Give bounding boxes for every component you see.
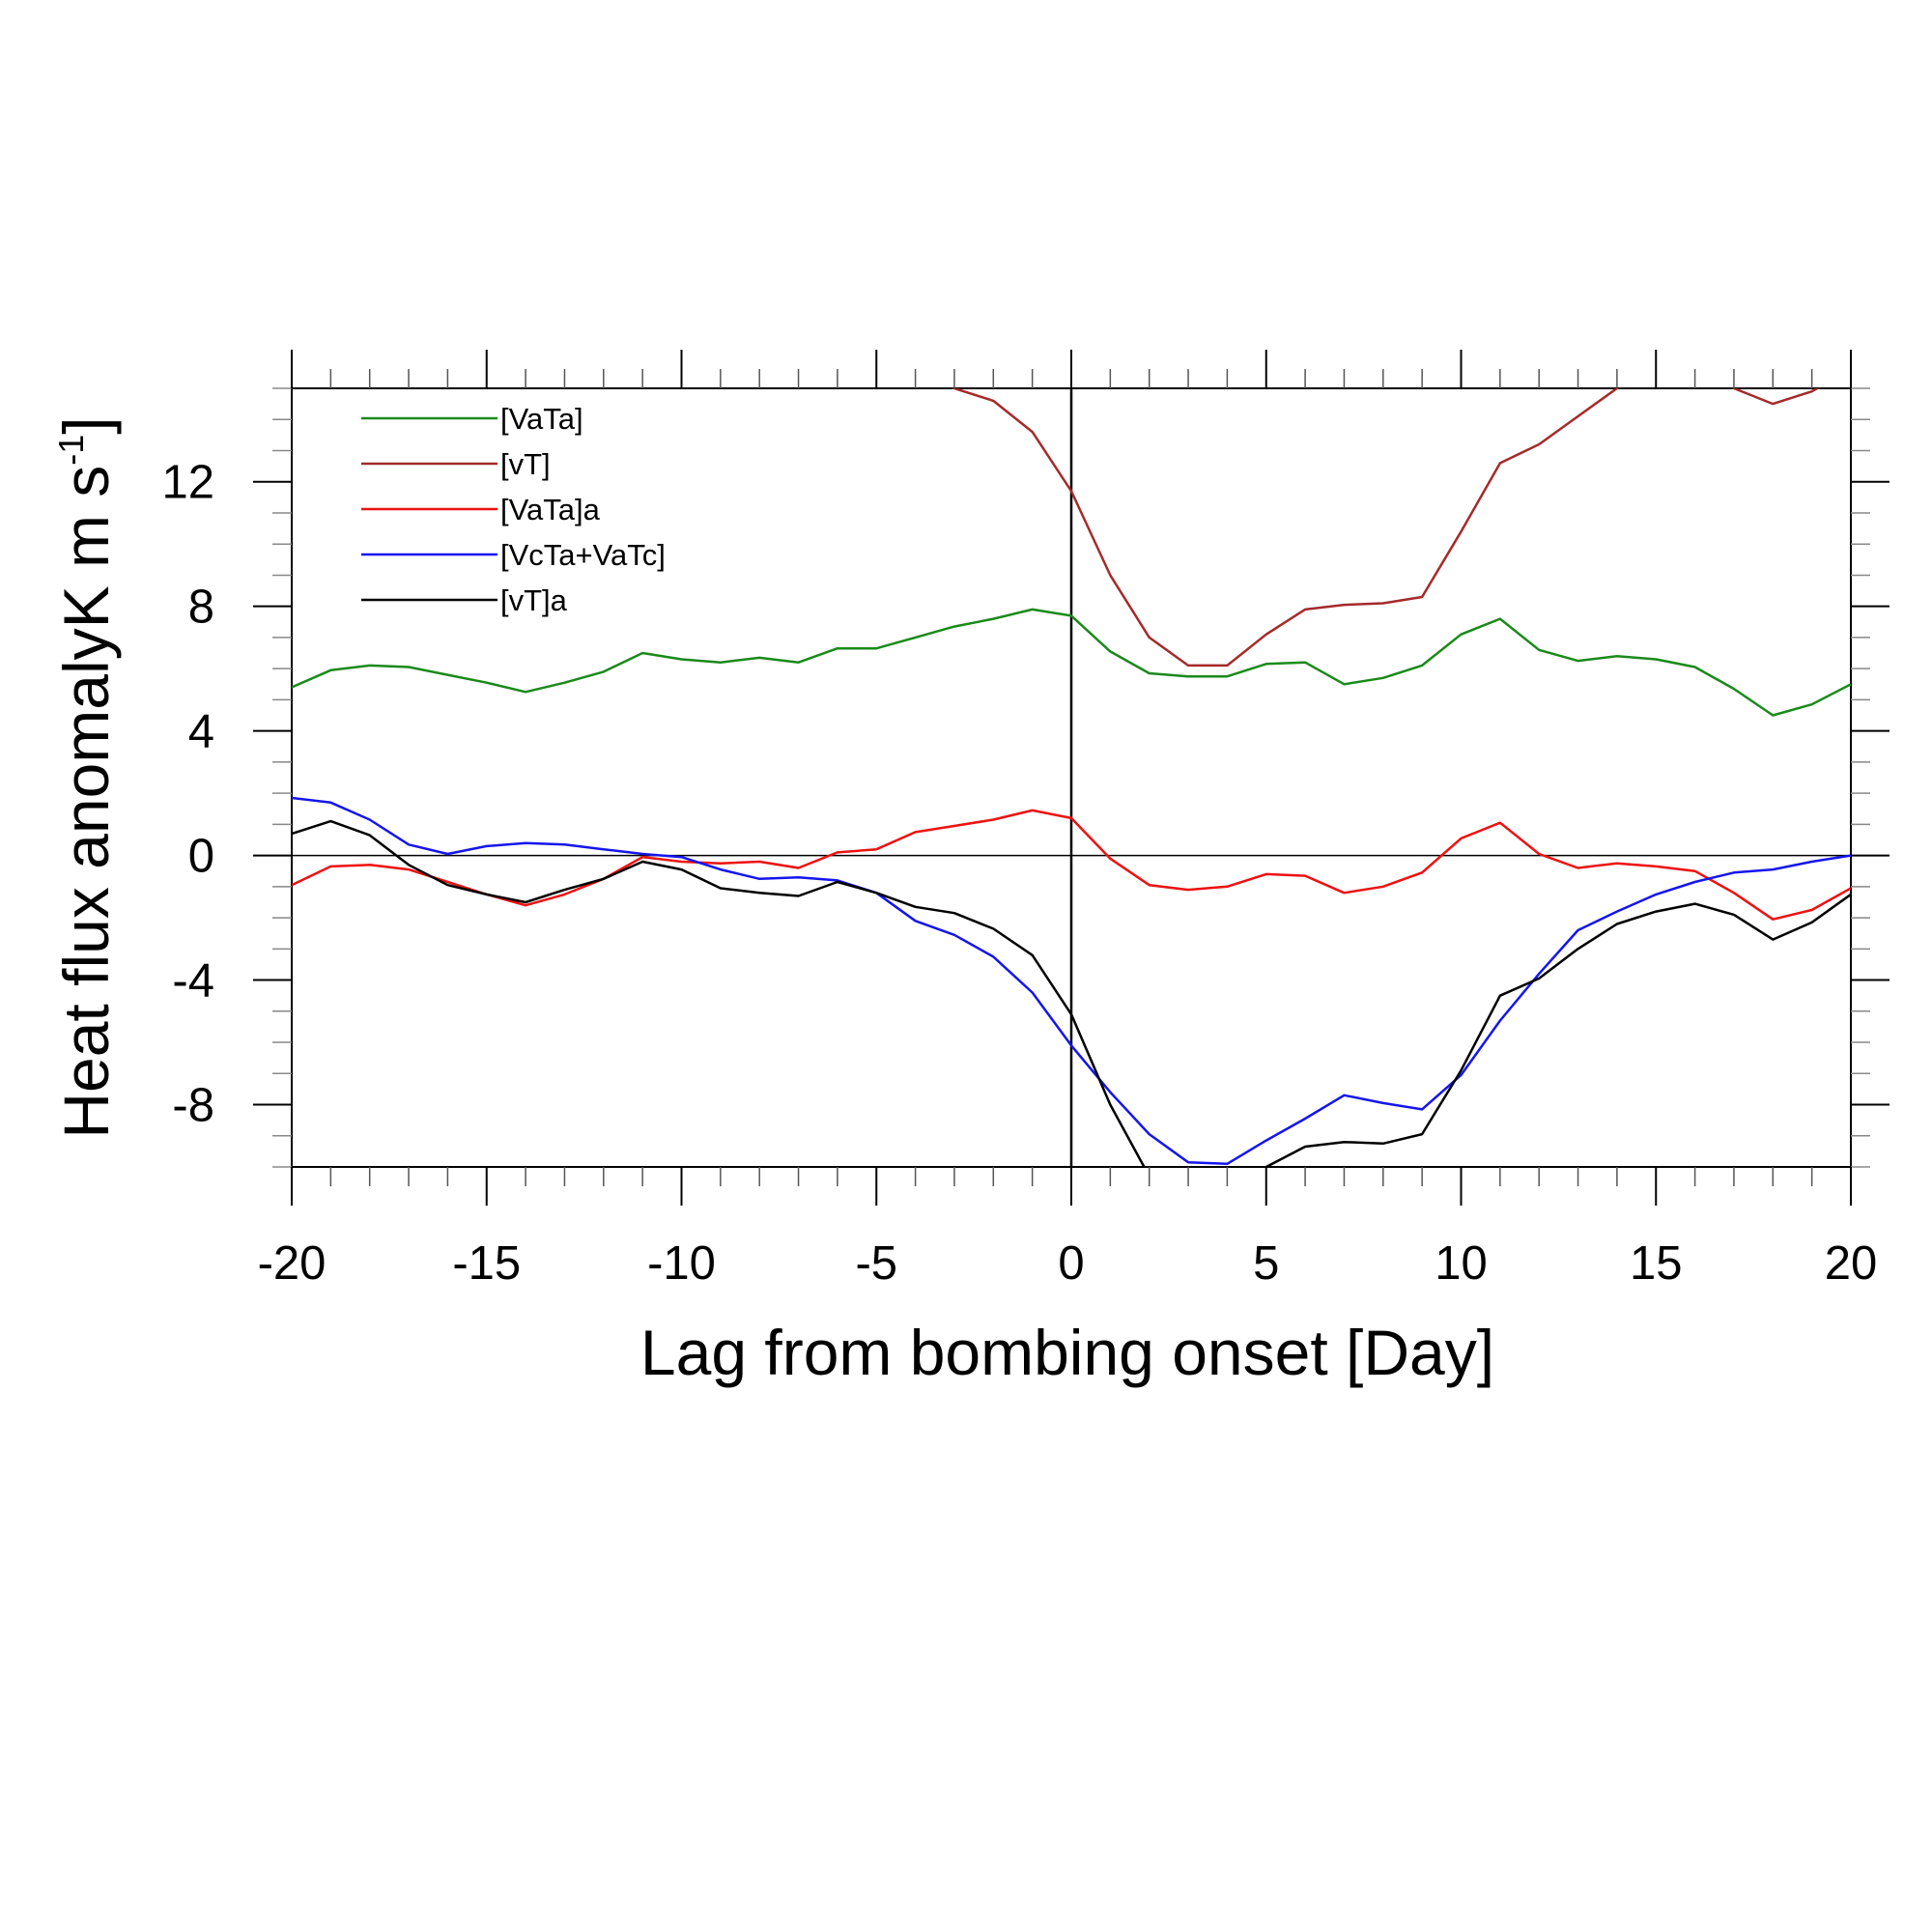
major-ticks <box>253 350 1889 1206</box>
series-line-5 <box>292 819 1851 1167</box>
x-tick-label: 10 <box>1435 1237 1488 1290</box>
series-line-2 <box>951 388 1820 668</box>
x-tick-label: -5 <box>855 1237 897 1290</box>
legend-label-1: [VaTa] <box>500 402 583 436</box>
y-tick-labels: -8 -4 0 4 8 12 <box>161 457 214 1132</box>
x-tick-label: 0 <box>1058 1237 1084 1290</box>
legend-label-4: [VcTa+VaTc] <box>500 538 666 572</box>
reference-lines <box>292 388 1851 1167</box>
y-tick-label: 12 <box>161 457 214 509</box>
y-tick-label: 4 <box>188 706 214 758</box>
series-line-4 <box>292 796 1851 1166</box>
series-layer <box>292 388 1851 1167</box>
y-tick-label: 8 <box>188 582 214 634</box>
y-axis-title-main: Heat flux anomalyK m s <box>50 466 122 1139</box>
legend-label-2: [vT] <box>500 447 551 481</box>
x-tick-label: 15 <box>1630 1237 1683 1290</box>
series-line-1 <box>292 608 1851 717</box>
x-tick-label: 5 <box>1253 1237 1279 1290</box>
series-line-3 <box>292 809 1851 921</box>
legend-label-5: [vT]a <box>500 583 568 617</box>
x-tick-label: 20 <box>1825 1237 1878 1290</box>
x-tick-labels: -20 -15 -10 -5 0 5 10 15 20 <box>258 1237 1878 1290</box>
x-tick-label: -20 <box>258 1237 327 1290</box>
y-tick-label: -8 <box>172 1080 214 1132</box>
y-axis-title-close: ] <box>50 416 122 434</box>
x-axis-title: Lag from bombing onset [Day] <box>640 1317 1494 1388</box>
y-tick-label: 0 <box>188 831 214 883</box>
x-tick-label: -15 <box>452 1237 521 1290</box>
legend-label-3: [VaTa]a <box>500 493 601 526</box>
legend: [VaTa] [vT] [VaTa]a [VcTa+VaTc] [vT]a <box>361 402 666 617</box>
x-tick-label: -10 <box>647 1237 716 1290</box>
y-tick-label: -4 <box>172 955 214 1008</box>
y-axis-title: Heat flux anomalyK m s-1] <box>50 416 122 1138</box>
minor-ticks <box>272 369 1870 1186</box>
y-axis-title-superscript: -1 <box>51 435 91 466</box>
